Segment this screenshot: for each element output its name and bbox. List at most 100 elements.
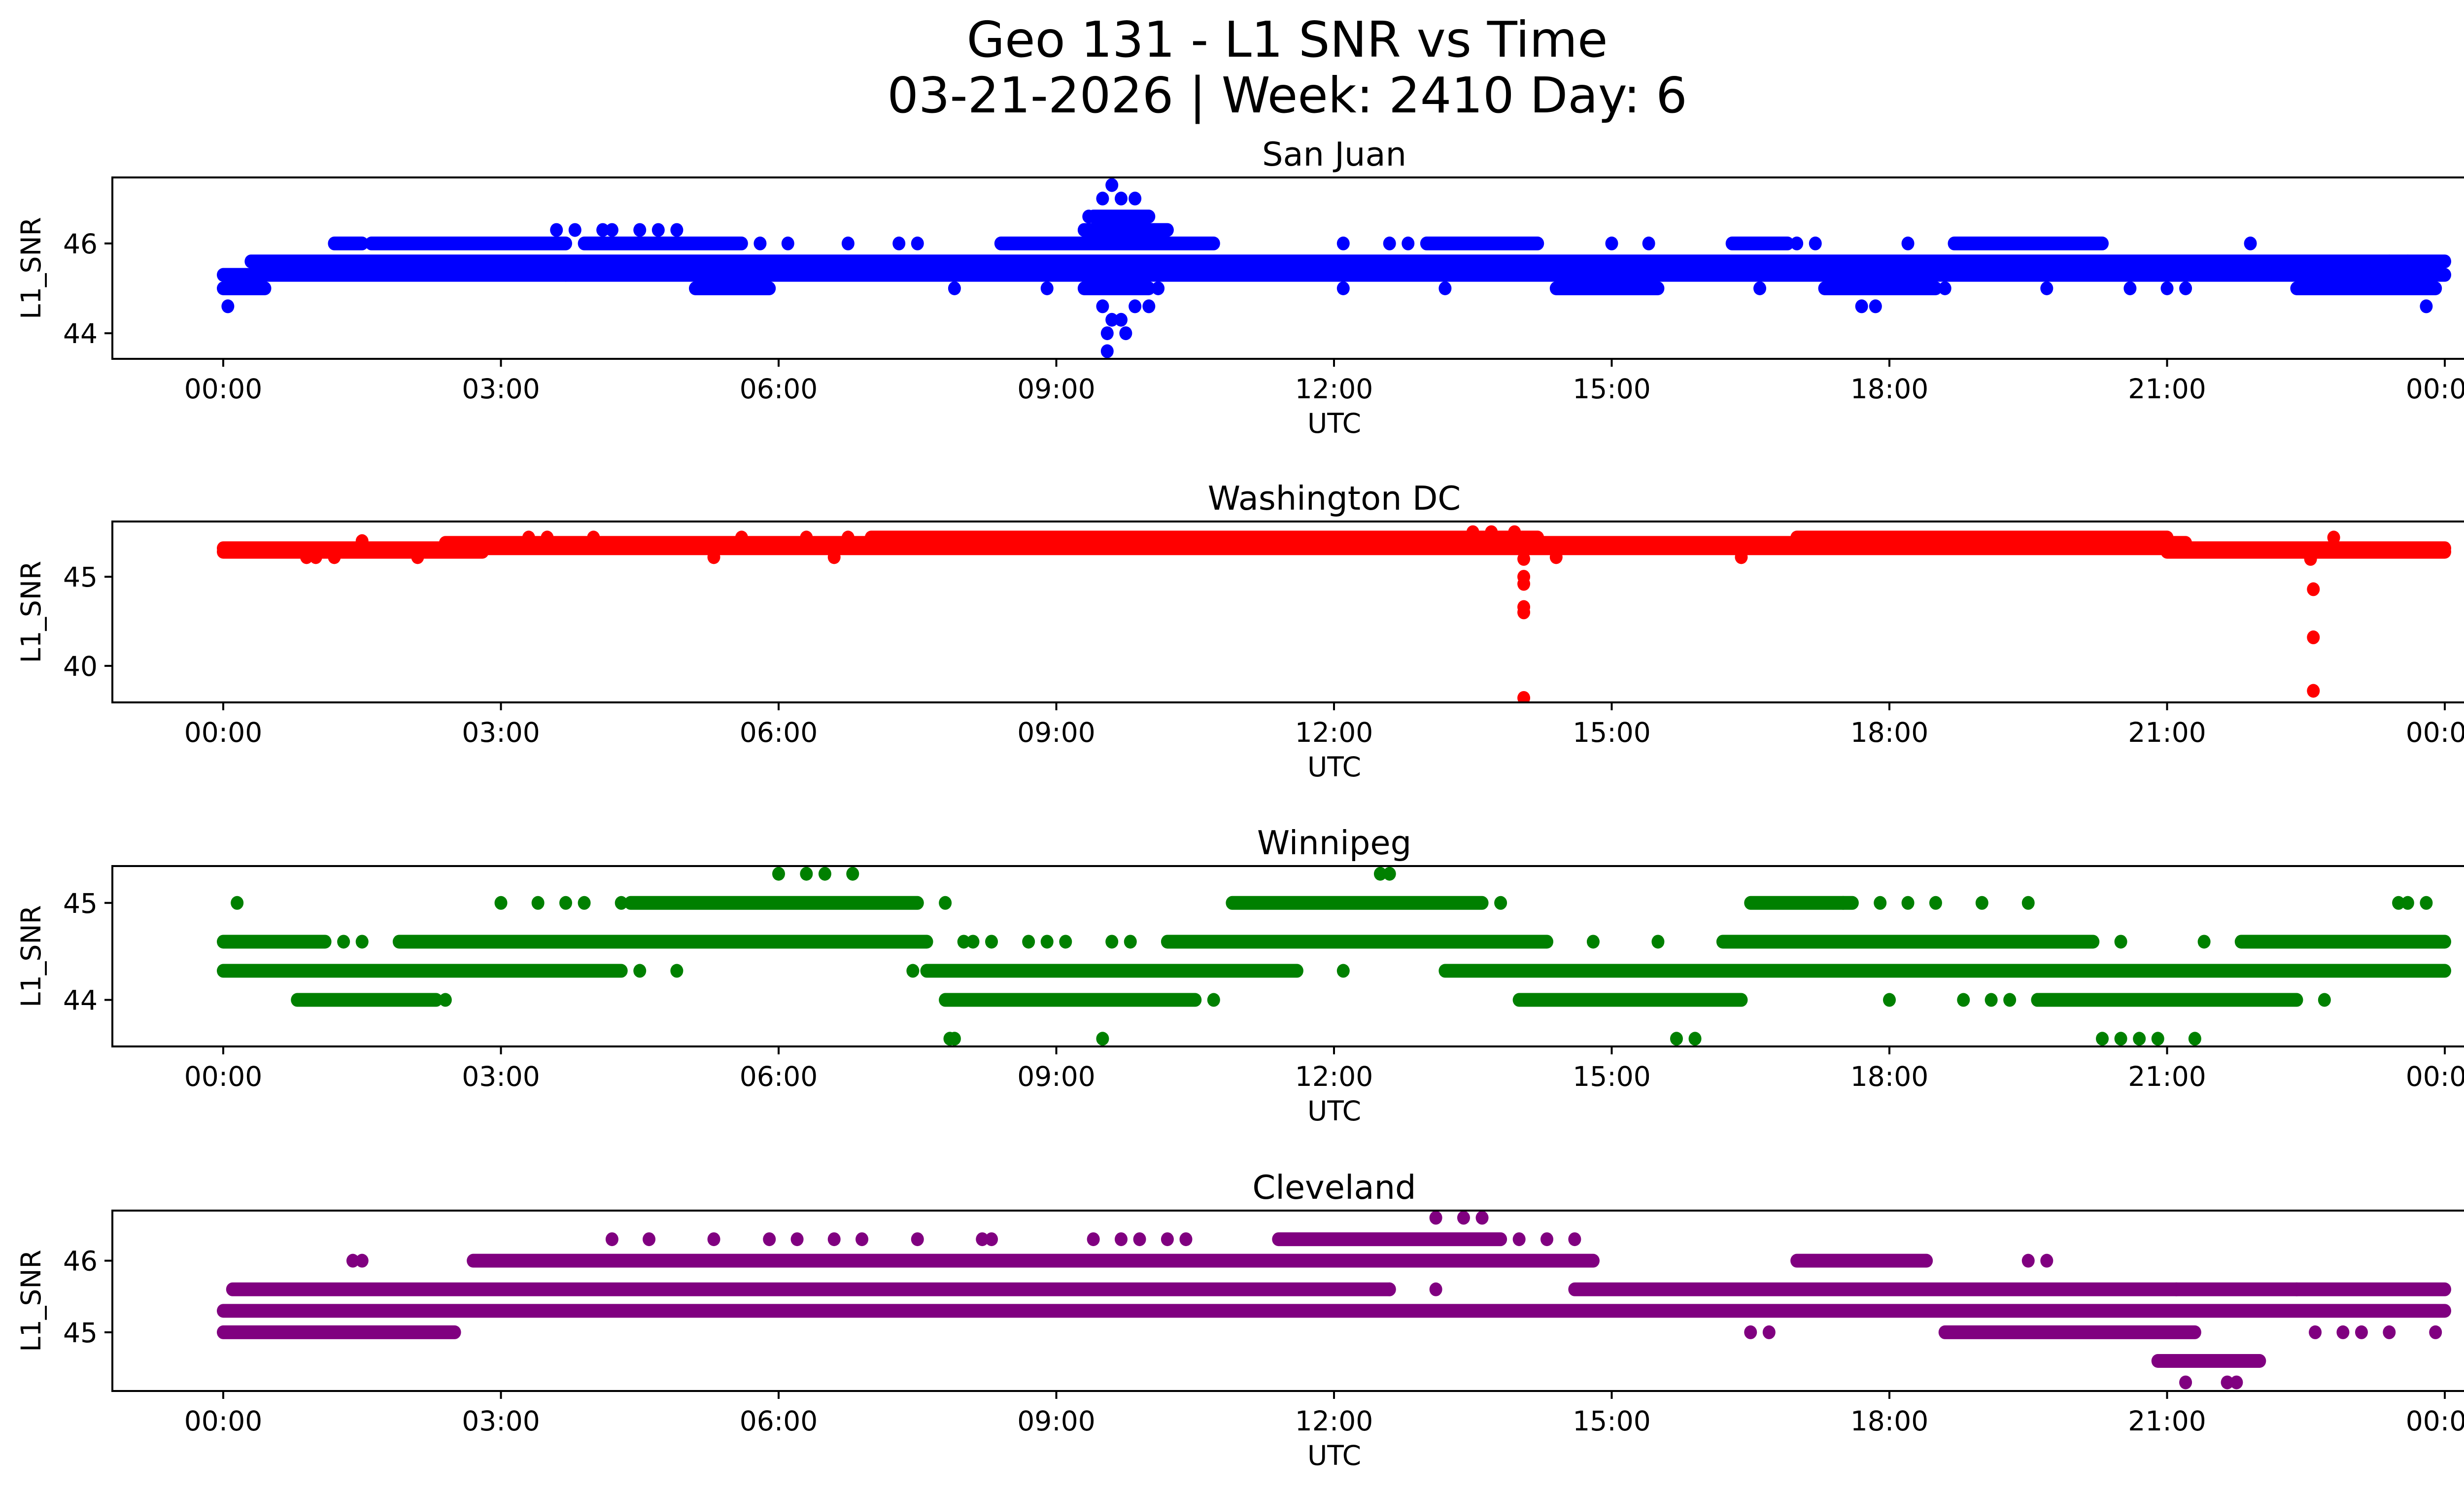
data-point — [2021, 896, 2035, 910]
subplot-title: San Juan — [1262, 135, 1406, 174]
data-point — [1605, 236, 1618, 250]
data-point — [670, 964, 684, 978]
data-point — [1869, 299, 1882, 313]
data-point — [2307, 684, 2320, 698]
x-tick-label: 09:00 — [1017, 1061, 1095, 1092]
data-point — [670, 223, 684, 237]
data-point — [1129, 191, 1142, 206]
data-point — [550, 223, 563, 237]
data-point — [1207, 993, 1220, 1007]
point-run — [1226, 896, 1489, 910]
data-point — [309, 550, 322, 564]
subplot-cleveland: Cleveland 00:00 03:00 06:00 09:00 12:00 15:00 1… — [15, 1168, 2464, 1471]
point-run — [2290, 281, 2442, 295]
data-point — [906, 964, 920, 978]
data-point — [1744, 1325, 1757, 1339]
data-point — [1809, 236, 1822, 250]
point-run — [1725, 236, 1794, 250]
data-point — [1466, 525, 1479, 539]
data-point — [1096, 191, 1109, 206]
data-point — [2336, 1325, 2350, 1339]
data-point — [2420, 299, 2433, 313]
point-run — [2151, 1354, 2266, 1368]
data-point — [1929, 896, 1942, 910]
data-point — [1105, 178, 1119, 192]
data-point — [651, 223, 665, 237]
data-point — [1100, 326, 1114, 341]
point-run — [217, 935, 332, 949]
data-point — [2160, 281, 2174, 295]
point-run — [244, 254, 2451, 269]
data-point — [1373, 867, 1387, 881]
data-point — [1855, 299, 1868, 313]
data-point — [976, 1232, 989, 1247]
y-axis-label: L1_SNR — [15, 561, 47, 663]
x-tick-label: 21:00 — [2128, 717, 2206, 748]
data-point — [1133, 1232, 1146, 1247]
point-run — [226, 1282, 1396, 1296]
y-axis-label: L1_SNR — [15, 905, 47, 1007]
data-point — [939, 896, 952, 910]
x-tick-label: 00:00 — [184, 717, 263, 748]
data-point — [2383, 254, 2396, 269]
data-point — [827, 1232, 841, 1247]
data-point — [1549, 550, 1563, 564]
point-run — [1272, 1232, 1507, 1247]
data-point — [1688, 1032, 1702, 1046]
data-point — [781, 236, 794, 250]
data-point — [841, 530, 855, 545]
data-point — [1142, 299, 1156, 313]
data-point — [1883, 993, 1896, 1007]
point-run — [467, 1253, 1600, 1268]
data-point — [1790, 236, 1804, 250]
data-point — [596, 223, 610, 237]
data-point — [1651, 935, 1665, 949]
x-tick-label: 12:00 — [1295, 717, 1373, 748]
data-point — [1114, 1232, 1128, 1247]
data-point — [2230, 1375, 2243, 1390]
point-run — [1790, 530, 2174, 545]
data-point — [1096, 299, 1109, 313]
data-point — [1114, 313, 1128, 327]
point-run — [1420, 236, 1544, 250]
point-run — [2031, 993, 2303, 1007]
data-point — [1512, 1232, 1526, 1247]
x-tick-label: 12:00 — [1295, 1061, 1373, 1092]
point-run — [217, 281, 272, 295]
data-point — [1114, 191, 1128, 206]
data-point — [605, 223, 618, 237]
point-run — [1938, 1325, 2201, 1339]
x-tick-label: 18:00 — [1850, 373, 1929, 405]
data-point — [1975, 896, 1988, 910]
data-point — [2420, 896, 2433, 910]
data-point — [1119, 326, 1132, 341]
data-point — [800, 867, 813, 881]
data-point — [2429, 1325, 2442, 1339]
data-point — [1096, 1032, 1109, 1046]
x-tick-label: 00:00 — [2406, 717, 2464, 748]
x-tick-label: 06:00 — [740, 1061, 818, 1092]
x-axis-label: UTC — [1307, 751, 1361, 783]
point-run — [392, 935, 933, 949]
point-run — [1818, 281, 1942, 295]
x-tick-label: 21:00 — [2128, 373, 2206, 405]
data-point — [1642, 236, 1655, 250]
data-point — [2304, 552, 2317, 566]
data-point — [2151, 1032, 2164, 1046]
x-tick-label: 03:00 — [462, 1061, 540, 1092]
data-point — [1508, 525, 1521, 539]
data-point — [587, 530, 600, 545]
point-run — [1948, 236, 2109, 250]
scatter-points — [217, 1211, 2451, 1390]
y-tick-label: 44 — [63, 985, 98, 1016]
data-point — [643, 1232, 656, 1247]
data-point — [1040, 935, 1054, 949]
data-point — [841, 236, 855, 250]
x-tick-label: 12:00 — [1295, 373, 1373, 405]
y-tick-label: 46 — [63, 1246, 98, 1277]
data-point — [2040, 1253, 2053, 1268]
point-run — [1568, 1282, 2451, 1296]
data-point — [1475, 1211, 1489, 1225]
point-run — [939, 993, 1202, 1007]
x-tick-label: 00:00 — [2406, 1061, 2464, 1092]
